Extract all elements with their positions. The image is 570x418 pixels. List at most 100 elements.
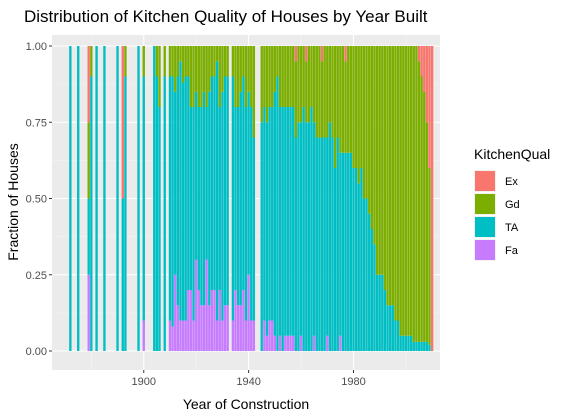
bar-ta-1949 bbox=[271, 107, 274, 321]
bar-fa-1914 bbox=[179, 320, 182, 351]
bar-gd-1905 bbox=[155, 46, 159, 77]
bar-ta-1911 bbox=[171, 76, 174, 327]
bar-ex-2006 bbox=[420, 46, 423, 77]
bar-ta-1998 bbox=[399, 335, 402, 351]
x-axis-title: Year of Construction bbox=[183, 396, 309, 412]
bar-gd-2007 bbox=[423, 91, 426, 342]
bar-ta-1976 bbox=[341, 152, 345, 351]
bar-gd-1980 bbox=[352, 46, 355, 168]
bar-gd-1937 bbox=[239, 46, 242, 92]
bar-gd-1927 bbox=[213, 46, 216, 77]
bar-fa-1930 bbox=[221, 320, 224, 351]
bar-gd-1985 bbox=[365, 46, 368, 199]
bar-ta-1962 bbox=[305, 122, 308, 351]
bar-gd-1986 bbox=[368, 46, 371, 214]
bar-gd-1969 bbox=[323, 46, 326, 138]
bar-ta-1999 bbox=[402, 335, 405, 351]
bar-gd-1911 bbox=[171, 46, 174, 77]
bar-gd-1976 bbox=[341, 46, 345, 153]
bar-ta-1921 bbox=[197, 107, 200, 290]
bar-ta-1963 bbox=[307, 122, 311, 351]
bar-gd-1988 bbox=[373, 46, 376, 245]
bar-gd-1932 bbox=[226, 46, 229, 77]
bar-ta-1922 bbox=[200, 107, 203, 306]
bar-ta-2001 bbox=[407, 335, 410, 351]
legend-title: KitchenQual bbox=[474, 146, 550, 162]
bar-fa-1938 bbox=[242, 290, 245, 351]
bar-fa-1925 bbox=[208, 305, 211, 351]
bar-gd-1929 bbox=[218, 46, 221, 107]
y-axis-ticks: 0.00 0.25 0.50 0.75 1.00 bbox=[26, 41, 52, 358]
bar-ta-1939 bbox=[244, 107, 248, 321]
bar-gd-1967 bbox=[318, 46, 321, 138]
bar-ta-2009 bbox=[428, 344, 431, 351]
bar-ta-1908 bbox=[163, 76, 166, 351]
bar-ta-1925 bbox=[208, 91, 211, 306]
bar-ta-1996 bbox=[394, 320, 397, 351]
x-axis-ticks: 1900 1940 1980 bbox=[132, 370, 366, 388]
bar-fa-1929 bbox=[218, 290, 221, 351]
bar-fa-1911 bbox=[171, 326, 174, 351]
bar-ta-1936 bbox=[236, 107, 240, 306]
bar-ta-1967 bbox=[318, 137, 321, 351]
y-tick-label: 0.50 bbox=[26, 194, 47, 206]
bar-stacks bbox=[69, 46, 434, 351]
bar-ta-1912 bbox=[174, 91, 177, 275]
bar-gd-1958 bbox=[294, 61, 297, 138]
bar-gd-1923 bbox=[202, 46, 206, 92]
bar-ta-1906 bbox=[158, 107, 161, 351]
bar-gd-1920 bbox=[195, 46, 198, 92]
bar-ta-1880 bbox=[90, 76, 93, 351]
bar-gd-1983 bbox=[360, 46, 363, 168]
bar-ta-1935 bbox=[234, 107, 237, 290]
bar-gd-2000 bbox=[404, 46, 408, 336]
bar-ta-1934 bbox=[231, 76, 235, 321]
bar-gd-1945 bbox=[260, 46, 263, 123]
bar-ta-1910 bbox=[168, 76, 172, 321]
bar-ta-1951 bbox=[276, 76, 279, 351]
bar-gd-1936 bbox=[236, 46, 240, 107]
bar-fa-1946 bbox=[263, 320, 266, 351]
bar-ta-1973 bbox=[333, 168, 337, 351]
bar-gd-1940 bbox=[247, 46, 250, 92]
bar-fa-1932 bbox=[226, 305, 229, 351]
bar-ta-1904 bbox=[153, 46, 156, 351]
bar-ta-1964 bbox=[310, 107, 313, 351]
bar-fa-1900 bbox=[142, 320, 145, 351]
bar-ta-1926 bbox=[210, 76, 214, 290]
bar-fa-1918 bbox=[189, 290, 193, 351]
bar-fa-1913 bbox=[176, 305, 180, 351]
bar-fa-1935 bbox=[234, 290, 237, 351]
bar-ta-1882 bbox=[95, 46, 98, 351]
bar-gd-1977 bbox=[344, 61, 347, 153]
bar-gd-1913 bbox=[176, 46, 180, 77]
bar-ta-1974 bbox=[336, 137, 339, 351]
bar-gd-1959 bbox=[297, 46, 300, 123]
legend-swatch-gd bbox=[475, 194, 495, 214]
bar-gd-1973 bbox=[333, 46, 337, 168]
bar-ta-1989 bbox=[375, 274, 379, 351]
bar-ex-1977 bbox=[344, 46, 347, 62]
bar-ta-1928 bbox=[215, 61, 219, 321]
bar-ta-1890 bbox=[116, 46, 119, 351]
bar-fa-1948 bbox=[268, 320, 271, 351]
bar-ta-1975 bbox=[339, 152, 342, 336]
bar-fa-1950 bbox=[273, 335, 277, 351]
chart-title: Distribution of Kitchen Quality of House… bbox=[24, 7, 428, 26]
bar-ta-1955 bbox=[286, 107, 290, 336]
bar-gd-1931 bbox=[223, 46, 227, 77]
bar-ta-1970 bbox=[326, 137, 329, 336]
bar-fa-1960 bbox=[299, 335, 303, 351]
bar-gd-1938 bbox=[242, 46, 245, 77]
bar-ta-1919 bbox=[192, 107, 195, 321]
bar-gd-1992 bbox=[383, 46, 387, 290]
bar-ta-1980 bbox=[352, 168, 355, 351]
bar-gd-1914 bbox=[179, 46, 182, 62]
bar-ta-1905 bbox=[155, 76, 159, 351]
bar-ta-1914 bbox=[179, 61, 182, 321]
bar-gd-2009 bbox=[428, 168, 431, 345]
bar-ta-1898 bbox=[137, 46, 140, 351]
bar-gd-1991 bbox=[381, 46, 384, 275]
bar-gd-1893 bbox=[124, 46, 127, 77]
